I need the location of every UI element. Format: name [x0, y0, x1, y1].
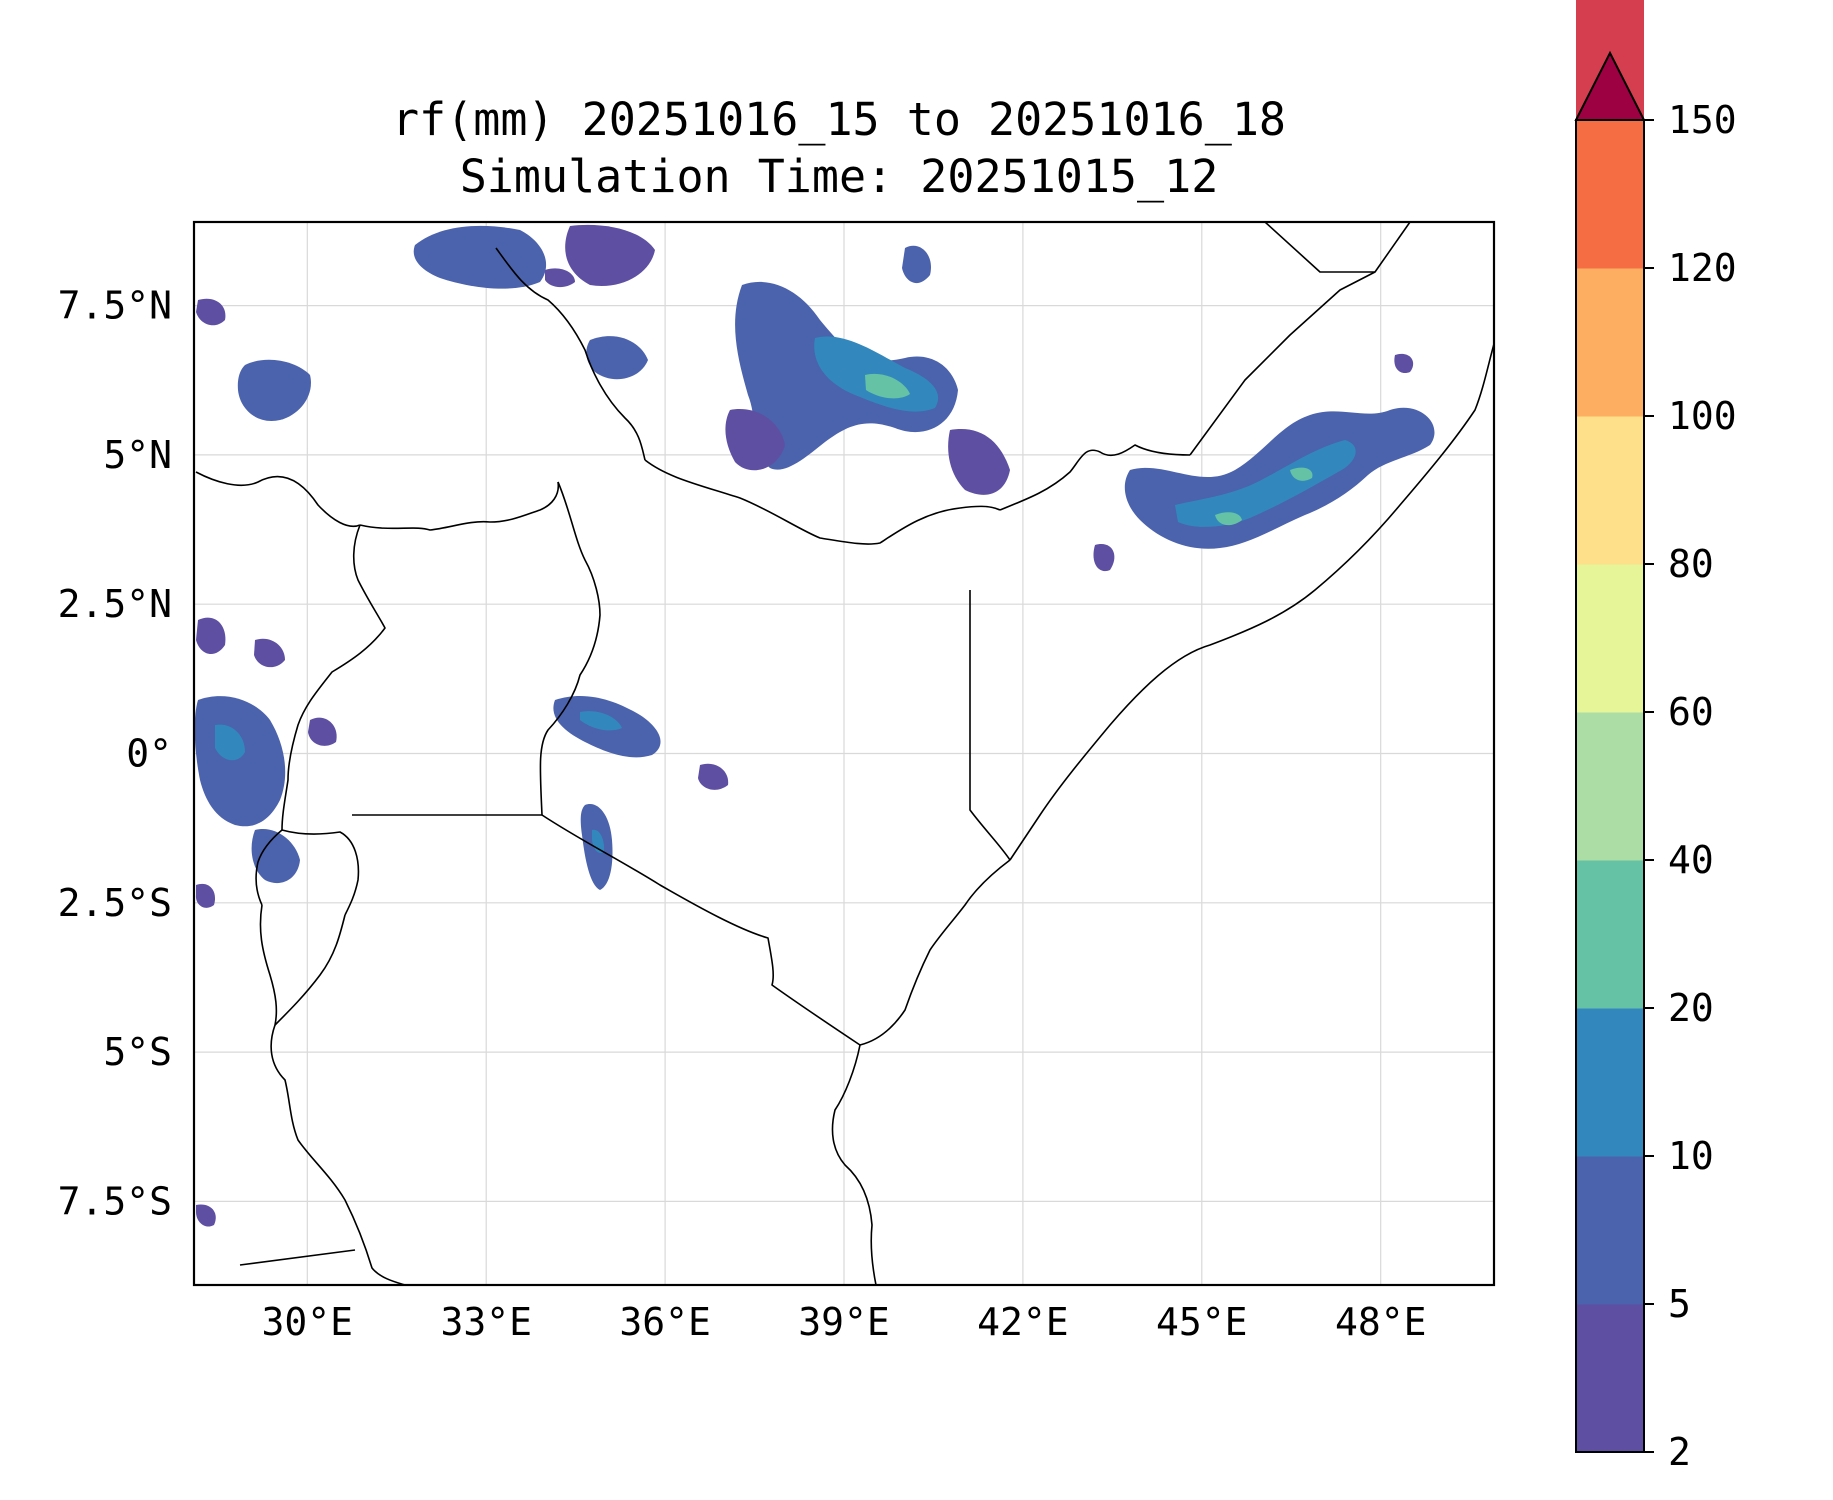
- rain-patch-tanzania-sw: [196, 1204, 216, 1227]
- border-sudan-south-sudan: [195, 471, 361, 527]
- coastline-kenya-tanzania: [831, 859, 1011, 1285]
- rain-patch-ethiopia-north: [413, 225, 547, 289]
- colorbar-segment: [1576, 1008, 1644, 1157]
- rain-patch-kenya-west: [698, 763, 729, 790]
- colorbar-label: 40: [1668, 838, 1714, 882]
- rain-patch-ethiopia-center-peak: [865, 373, 910, 399]
- colorbar-segment: [1576, 120, 1644, 269]
- y-tick-label: 7.5°N: [58, 284, 172, 328]
- rain-patch-burundi: [251, 829, 300, 884]
- rain-patch-drc-center-2: [254, 638, 285, 668]
- border-kenya-tanzania: [541, 814, 861, 1046]
- x-tick-label: 45°E: [1156, 1300, 1248, 1344]
- rain-patch-drc-north: [237, 359, 311, 421]
- rain-patch-ne-ethiopia: [902, 245, 931, 284]
- y-tick-label: 7.5°S: [58, 1179, 172, 1223]
- rain-patch-somali-southwest: [1093, 544, 1115, 572]
- colorbar-segment: [1576, 712, 1644, 861]
- border-rwanda-west: [255, 829, 283, 906]
- rain-patch-somali-core: [1175, 440, 1356, 527]
- border-sudan-ethiopia-north: [1264, 222, 1375, 273]
- rain-patch-drc-east-core: [215, 724, 245, 761]
- colorbar-segment: [1576, 1156, 1644, 1305]
- colorbar-segment: [1576, 268, 1644, 417]
- border-drc-south-sudan-uganda: [359, 481, 560, 531]
- map-plot-area: [194, 222, 1494, 1285]
- colorbar-label: 150: [1668, 98, 1737, 142]
- colorbar: 2 5 10 20 40 60 80 100 120 150: [1574, 0, 1737, 1474]
- border-kenya-ethiopia: [644, 459, 1001, 545]
- y-tick-label: 2.5°S: [58, 881, 172, 925]
- colorbar-label: 120: [1668, 246, 1737, 290]
- x-tick-label: 36°E: [619, 1300, 711, 1344]
- coastline-east-africa: [1009, 340, 1494, 861]
- rain-patch-ethiopia-west: [586, 336, 648, 380]
- y-tick-label: 0°: [126, 732, 172, 776]
- rain-patch-drc-south: [195, 883, 216, 908]
- x-tick-label: 30°E: [262, 1300, 354, 1344]
- colorbar-label: 60: [1668, 690, 1714, 734]
- x-tick-label: 39°E: [798, 1300, 890, 1344]
- rain-patch-drc-center: [196, 617, 226, 655]
- border-uganda-kenya: [539, 481, 601, 816]
- border-uganda-drc: [281, 524, 386, 831]
- colorbar-frame: [1575, 119, 1645, 1453]
- map-title-line2: Simulation Time: 20251015_12: [460, 150, 1219, 203]
- rain-patch-drc-mid: [308, 717, 337, 746]
- latitude-ticks: 7.5°N 5°N 2.5°N 0° 2.5°S 5°S 7.5°S: [58, 284, 172, 1224]
- rain-patch-somali-east: [1394, 353, 1414, 374]
- colorbar-label: 2: [1668, 1430, 1691, 1474]
- colorbar-segment: [1576, 1304, 1644, 1453]
- y-tick-label: 2.5°N: [58, 582, 172, 626]
- colorbar-label: 10: [1668, 1134, 1714, 1178]
- x-tick-label: 42°E: [977, 1300, 1069, 1344]
- rain-patch-ethiopia-north-2: [565, 224, 655, 286]
- colorbar-segment: [1576, 860, 1644, 1009]
- gridlines: [194, 222, 1494, 1285]
- rain-patch-drc-north-2: [196, 298, 226, 326]
- border-ethiopia-somaliland: [1189, 222, 1411, 456]
- rain-patch-ethiopia-south-2: [948, 429, 1010, 495]
- colorbar-segment: [1576, 416, 1644, 565]
- map-axes-frame: [192, 220, 1496, 1287]
- y-tick-label: 5°N: [103, 433, 172, 477]
- border-tanzania-west: [259, 904, 406, 1285]
- longitude-ticks: 30°E 33°E 36°E 39°E 42°E 45°E 48°E: [262, 1300, 1427, 1344]
- colorbar-label: 20: [1668, 986, 1714, 1030]
- rain-patch-ethiopia-south: [725, 409, 785, 471]
- country-borders: [195, 222, 1494, 1285]
- border-ethiopia-somalia: [999, 444, 1191, 511]
- rainfall-contours: [194, 224, 1435, 1227]
- x-tick-label: 33°E: [440, 1300, 532, 1344]
- colorbar-segment: [1576, 564, 1644, 713]
- border-tanzania-south: [239, 1249, 356, 1266]
- border-burundi-tanzania: [274, 914, 346, 1026]
- border-rwanda-burundi: [281, 829, 360, 916]
- rain-patch-somali-peak: [1215, 512, 1242, 526]
- colorbar-label: 80: [1668, 542, 1714, 586]
- map-title-line1: rf(mm) 20251016_15 to 20251016_18: [392, 93, 1286, 146]
- colorbar-label: 5: [1668, 1282, 1691, 1326]
- colorbar-label: 100: [1668, 394, 1737, 438]
- y-tick-label: 5°S: [103, 1030, 172, 1074]
- rain-patch-somali-peak-2: [1290, 467, 1313, 481]
- rain-patch-lake-victoria-core: [580, 711, 622, 731]
- x-tick-label: 48°E: [1335, 1300, 1427, 1344]
- border-kenya-somalia: [969, 590, 1011, 861]
- rain-patch-south-sudan-border: [545, 268, 575, 288]
- border-south-sudan-ethiopia: [495, 247, 646, 461]
